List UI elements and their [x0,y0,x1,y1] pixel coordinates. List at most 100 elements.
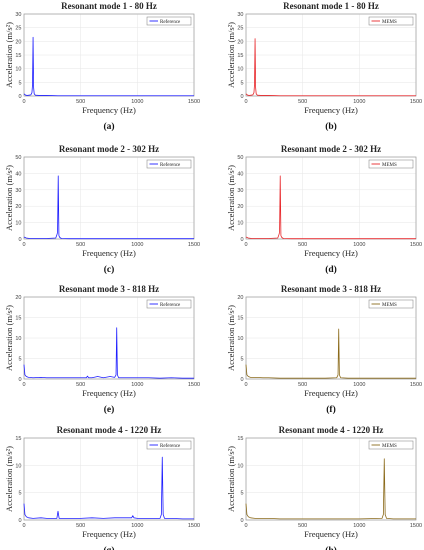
chart-title: Resonant mode 1 - 80 Hz [283,1,379,11]
series-line-reference [23,36,194,97]
x-tick-label: 1000 [353,99,365,105]
y-tick-label: 5 [18,357,21,363]
x-axis-label: Frequency (Hz) [82,388,136,398]
y-tick-label: 40 [15,171,21,177]
y-tick-label: 20 [237,204,243,210]
y-tick-label: 15 [15,436,21,442]
series-line-mems [245,175,416,240]
x-tick-label: 1000 [131,99,143,105]
panel-caption: (h) [325,545,337,550]
chart-panel: Resonant mode 4 - 1220 Hz 0 500 1000 1500 0 5 1… [4,425,200,550]
y-tick-label: 20 [15,39,21,45]
x-tick-label: 1500 [410,382,422,388]
y-tick-label: 5 [240,80,243,86]
x-tick-label: 1500 [410,242,422,248]
x-tick-label: 0 [22,523,25,529]
panel-caption: (b) [325,121,337,132]
plot-border [245,437,417,521]
x-tick-label: 1500 [188,523,200,529]
chart-title: Resonant mode 1 - 80 Hz [61,1,157,11]
legend-label: Reference [160,163,181,168]
panel-caption: (f) [326,404,336,415]
chart-title: Resonant mode 4 - 1220 Hz [57,425,162,435]
x-tick-label: 500 [76,242,85,248]
chart-panel: Resonant mode 4 - 1220 Hz 0 500 1000 1500 0 5 1… [226,425,422,550]
legend-box [368,440,414,450]
x-axis-label: Frequency (Hz) [82,105,136,115]
series-line-mems [245,328,416,379]
y-tick-label: 15 [15,53,21,59]
y-axis-label: Acceleration (m/s²) [226,446,236,512]
y-tick-label: 10 [15,221,21,227]
legend-label: MEMS [382,163,397,168]
x-tick-label: 0 [22,382,25,388]
x-tick-label: 500 [298,242,307,248]
x-axis-label: Frequency (Hz) [304,388,358,398]
x-axis-label: Frequency (Hz) [82,529,136,539]
y-tick-label: 5 [18,491,21,497]
legend-box [146,16,192,26]
legend-box [146,299,192,309]
chart-title: Resonant mode 4 - 1220 Hz [279,425,384,435]
legend: MEMS [368,440,414,450]
y-tick-label: 10 [15,67,21,73]
x-tick-label: 500 [298,523,307,529]
y-axis-label: Acceleration (m/s²) [4,446,14,512]
y-tick-label: 20 [237,295,243,301]
y-axis-label: Acceleration (m/s²) [4,22,14,88]
y-tick-label: 25 [15,26,21,32]
x-tick-label: 1000 [353,382,365,388]
y-axis-label: Acceleration (m/s²) [226,165,236,231]
legend: Reference [146,159,192,169]
x-tick-label: 1000 [131,523,143,529]
y-tick-label: 40 [237,171,243,177]
y-tick-label: 50 [237,155,243,161]
x-tick-label: 0 [244,99,247,105]
y-tick-label: 5 [240,491,243,497]
x-tick-label: 500 [76,382,85,388]
legend: Reference [146,16,192,26]
y-tick-label: 15 [237,436,243,442]
y-tick-label: 0 [18,377,21,383]
y-tick-label: 10 [15,336,21,342]
plot-area [23,437,195,521]
y-tick-label: 0 [240,237,243,243]
y-tick-label: 0 [240,518,243,524]
series-line-mems [245,38,416,97]
y-tick-label: 15 [237,53,243,59]
series-line-reference [23,456,194,520]
y-tick-label: 25 [237,26,243,32]
x-tick-label: 500 [76,99,85,105]
legend-label: MEMS [382,444,397,449]
chart-panel: Resonant mode 1 - 80 Hz 0 500 1000 1500 0 5 10 1… [226,1,422,132]
legend: MEMS [368,159,414,169]
x-tick-label: 500 [76,523,85,529]
legend-box [146,440,192,450]
y-tick-label: 0 [18,518,21,524]
y-tick-label: 30 [237,188,243,194]
x-axis-label: Frequency (Hz) [304,529,358,539]
x-tick-label: 0 [244,242,247,248]
y-tick-label: 15 [237,316,243,322]
y-tick-label: 0 [240,377,243,383]
legend: MEMS [368,299,414,309]
series-line-reference [23,175,194,240]
panel-caption: (a) [103,121,114,132]
y-axis-label: Acceleration (m/s²) [226,305,236,371]
y-tick-label: 15 [15,316,21,322]
legend-box [368,16,414,26]
legend-label: Reference [160,303,181,308]
x-axis-label: Frequency (Hz) [304,248,358,258]
y-tick-label: 20 [15,204,21,210]
panel-caption: (c) [104,264,115,275]
y-tick-label: 20 [237,39,243,45]
y-tick-label: 10 [237,336,243,342]
chart-panel: Resonant mode 3 - 818 Hz 0 500 1000 1500 0 5 10… [226,284,422,415]
chart-title: Resonant mode 3 - 818 Hz [59,284,159,294]
legend-label: Reference [160,20,181,25]
x-tick-label: 1500 [410,523,422,529]
chart-title: Resonant mode 2 - 302 Hz [59,144,159,154]
legend-box [146,159,192,169]
plot-border [23,437,195,521]
